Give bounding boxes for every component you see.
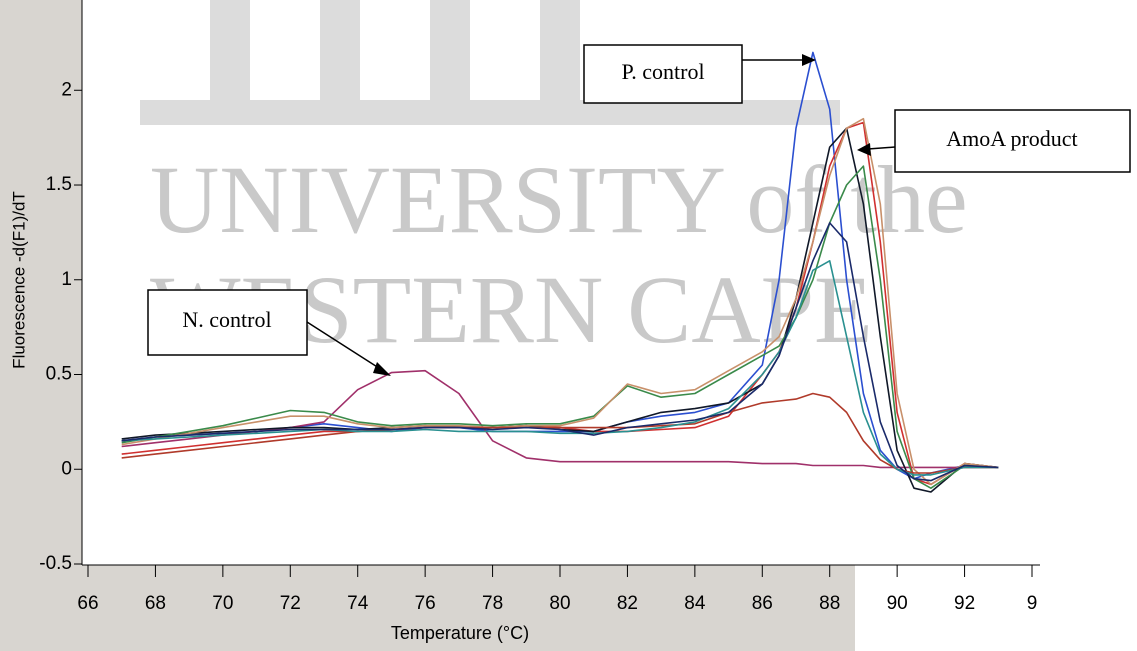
x-tick-label: 68 bbox=[145, 593, 166, 614]
annotation: AmoA product bbox=[946, 126, 1077, 151]
y-axis-label: Fluorescence -d(F1)/dT bbox=[9, 191, 28, 369]
annotation: N. control bbox=[182, 307, 271, 332]
x-tick-label: 66 bbox=[77, 593, 98, 614]
annotation: P. control bbox=[621, 59, 704, 84]
pillar bbox=[320, 0, 360, 100]
arrowhead bbox=[802, 54, 816, 66]
base bbox=[140, 100, 840, 125]
y-tick-label: 0 bbox=[61, 458, 72, 479]
x-tick-label: 92 bbox=[954, 593, 975, 614]
pillar bbox=[540, 0, 580, 100]
bottom-band bbox=[0, 565, 855, 651]
x-tick-label: 78 bbox=[482, 593, 503, 614]
pillar bbox=[430, 0, 470, 100]
arrow bbox=[867, 146, 896, 150]
series-line bbox=[121, 369, 999, 469]
series-line bbox=[121, 127, 999, 493]
annotations: P. control AmoA product N. control bbox=[147, 44, 1131, 376]
x-tick-label: 80 bbox=[549, 593, 570, 614]
plot bbox=[121, 51, 999, 493]
annotation-box bbox=[147, 289, 308, 356]
series-line bbox=[121, 117, 999, 486]
y-tick-label: 0.5 bbox=[46, 364, 72, 385]
x-axis-label: Temperature (°C) bbox=[391, 623, 529, 643]
x-tick-label: 84 bbox=[684, 593, 706, 614]
x-tick-label: 82 bbox=[617, 593, 638, 614]
x-tick-label: 88 bbox=[819, 593, 840, 614]
x-tick-label: 70 bbox=[212, 593, 233, 614]
x-tick-label: 72 bbox=[280, 593, 301, 614]
x-tick-label: 9 bbox=[1027, 593, 1038, 614]
y-tick-label: 1.5 bbox=[46, 174, 72, 195]
y-tick-label: 2 bbox=[61, 79, 72, 100]
y-tick-label: -0.5 bbox=[39, 553, 72, 574]
watermark-text: UNIVERSITY of the bbox=[150, 146, 968, 253]
annotation-box bbox=[583, 44, 743, 104]
series-line bbox=[121, 222, 999, 482]
x-tick-label: 74 bbox=[347, 593, 369, 614]
pillar bbox=[210, 0, 250, 100]
annotation-box bbox=[894, 109, 1131, 173]
series-line bbox=[121, 121, 999, 486]
y-tick-label: 1 bbox=[61, 269, 72, 290]
arrowhead bbox=[373, 362, 391, 376]
arrow bbox=[306, 321, 383, 371]
series-line bbox=[121, 260, 999, 476]
x-tick-label: 86 bbox=[752, 593, 773, 614]
x-tick-label: 90 bbox=[887, 593, 908, 614]
series-line bbox=[121, 165, 999, 489]
series-line bbox=[121, 392, 999, 474]
left-band bbox=[0, 0, 82, 651]
x-tick-label: 76 bbox=[415, 593, 436, 614]
arrowhead bbox=[857, 143, 871, 156]
